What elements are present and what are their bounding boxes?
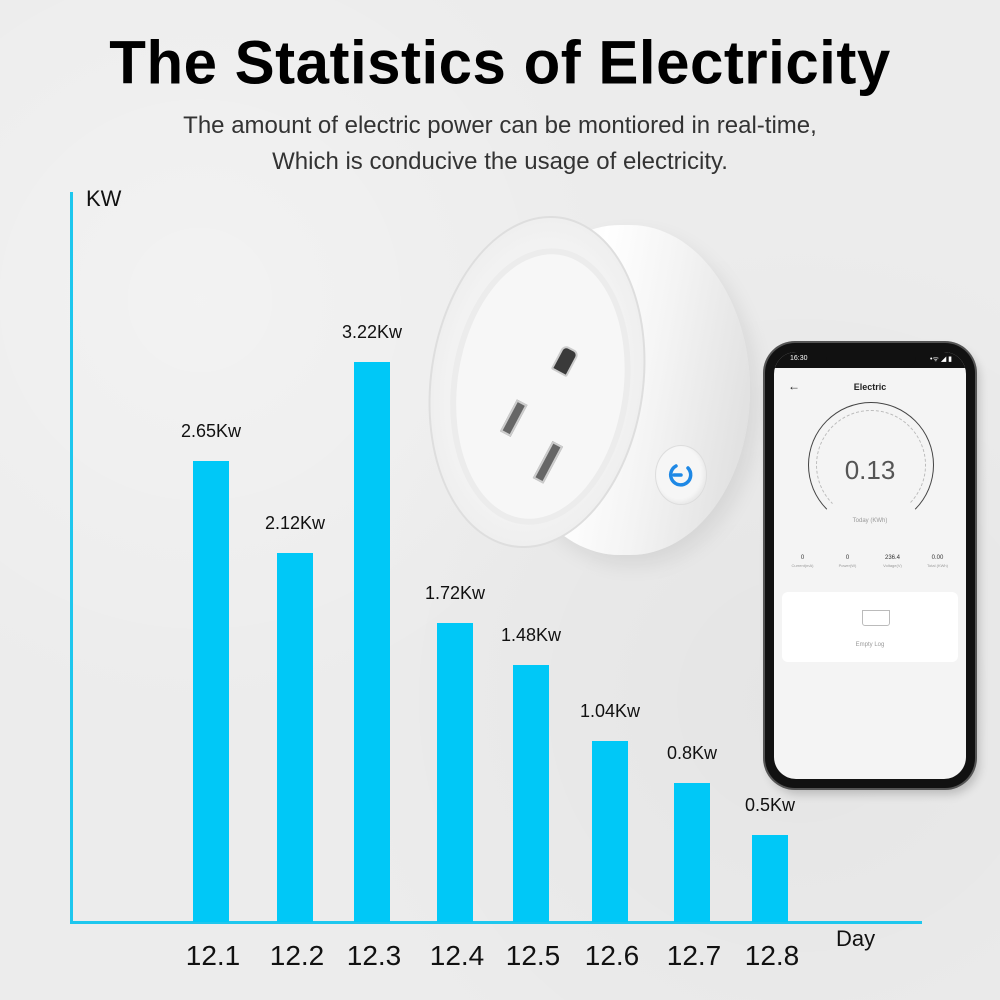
y-axis-label: KW — [86, 186, 122, 211]
stat-power: 0 Power(W) — [825, 555, 870, 568]
bar-value-label: 0.8Kw — [666, 743, 718, 763]
y-axis-line — [70, 192, 73, 924]
x-tick-label: 12.4 — [429, 940, 485, 971]
x-axis-label: Day — [836, 926, 876, 951]
subtitle-line-2: Which is conducive the usage of electric… — [272, 148, 728, 175]
stat-voltage: 236.4 Voltage(V) — [870, 555, 915, 568]
stat-current: 0 Current(mA) — [780, 555, 825, 568]
bar-value-label: 1.04Kw — [579, 701, 641, 721]
phone-screen: 16:30 •ᯤ ◢ ▮ ← Electric 0.13 Today (KWh)… — [774, 352, 966, 779]
x-tick-label: 12.2 — [269, 940, 325, 971]
bar-value-label: 3.22Kw — [341, 322, 403, 342]
empty-inbox-icon — [862, 610, 890, 626]
stat-label: Total (KWh) — [927, 563, 948, 568]
bar-12.7 — [674, 783, 710, 922]
stat-value: 236.4 — [884, 555, 900, 561]
bar-12.3 — [354, 362, 390, 922]
today-kwh-value: 0.13 — [844, 455, 896, 485]
x-tick-label: 12.1 — [185, 940, 241, 971]
x-tick-label: 12.6 — [584, 940, 640, 971]
x-tick-label: 12.8 — [744, 940, 800, 971]
power-icon — [668, 464, 693, 487]
subtitle-line-1: The amount of electric power can be mont… — [183, 112, 817, 139]
today-kwh-caption: Today (KWh) — [852, 518, 888, 524]
bar-value-label: 1.48Kw — [500, 625, 562, 645]
x-tick-label: 12.5 — [505, 940, 561, 971]
back-arrow-icon[interactable]: ← — [788, 379, 800, 393]
smart-plug-image — [407, 201, 760, 563]
screen-title: Electric — [853, 382, 887, 392]
x-tick-label: 12.3 — [346, 940, 402, 971]
stat-total: 0.00 Total (KWh) — [915, 555, 960, 568]
bar-12.5 — [513, 665, 549, 922]
status-time: 16:30 — [790, 355, 808, 362]
stat-label: Current(mA) — [791, 563, 814, 568]
stat-label: Power(W) — [838, 563, 857, 568]
bar-12.4 — [437, 623, 473, 922]
stats-row: 0 Current(mA) 0 Power(W) 236.4 Voltage(V… — [780, 555, 960, 568]
stat-value: 0 — [845, 555, 850, 561]
bar-12.8 — [752, 835, 788, 922]
phone-notch — [826, 352, 916, 368]
hot-slot — [532, 440, 564, 484]
bar-value-label: 2.65Kw — [180, 421, 242, 441]
neutral-slot — [499, 399, 528, 437]
stat-value: 0 — [800, 555, 805, 561]
bar-value-label: 1.72Kw — [424, 583, 486, 603]
ground-slot — [550, 344, 580, 378]
empty-log-text: Empty Log — [855, 642, 885, 648]
energy-gauge — [808, 402, 934, 528]
stat-value: 0.00 — [931, 555, 944, 561]
x-tick-label: 12.7 — [666, 940, 722, 971]
status-icons: •ᯤ ◢ ▮ — [930, 356, 952, 363]
phone-mockup: 16:30 •ᯤ ◢ ▮ ← Electric 0.13 Today (KWh)… — [765, 343, 975, 788]
x-axis-line — [70, 921, 922, 924]
power-button — [655, 445, 707, 505]
bar-12.6 — [592, 741, 628, 922]
bar-12.2 — [277, 553, 313, 922]
log-card: Empty Log — [782, 592, 958, 662]
page-title: The Statistics of Electricity — [109, 28, 891, 97]
stat-label: Voltage(V) — [883, 563, 902, 568]
energy-gauge-inner — [816, 410, 926, 520]
bar-value-label: 2.12Kw — [264, 513, 326, 533]
bar-value-label: 0.5Kw — [744, 795, 796, 815]
bar-12.1 — [193, 461, 229, 922]
